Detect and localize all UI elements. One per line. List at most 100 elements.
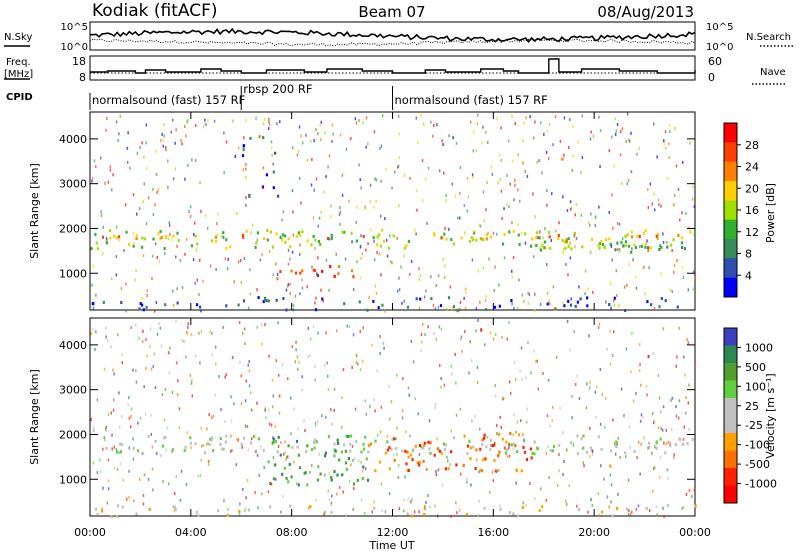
data-cell	[381, 508, 383, 512]
data-cell	[324, 451, 327, 455]
data-cell	[274, 463, 277, 467]
data-cell	[419, 274, 421, 278]
data-cell	[477, 318, 479, 322]
data-cell	[404, 449, 407, 453]
data-cell	[360, 234, 362, 238]
data-cell	[218, 375, 220, 379]
data-cell	[454, 352, 456, 356]
data-cell	[272, 456, 275, 459]
data-cell	[297, 231, 300, 235]
data-cell	[496, 117, 498, 121]
data-cell	[539, 248, 543, 252]
data-cell	[176, 393, 179, 396]
data-cell	[398, 464, 400, 467]
data-cell	[320, 138, 322, 142]
data-cell	[457, 309, 460, 313]
data-cell	[167, 185, 169, 189]
data-cell	[341, 230, 344, 234]
data-cell	[306, 285, 308, 289]
data-cell	[277, 435, 280, 439]
data-cell	[281, 218, 283, 222]
data-cell	[100, 156, 102, 160]
data-cell	[463, 204, 466, 207]
data-cell	[360, 257, 362, 260]
data-cell	[367, 444, 370, 448]
data-cell	[451, 372, 453, 376]
data-cell	[338, 212, 341, 216]
data-cell	[476, 365, 479, 369]
data-cell	[362, 442, 365, 446]
data-cell	[312, 268, 315, 272]
data-cell	[229, 245, 232, 249]
data-cell	[575, 203, 578, 207]
data-cell	[551, 418, 554, 422]
data-cell	[630, 235, 634, 239]
data-cell	[652, 352, 655, 355]
data-cell	[409, 176, 411, 180]
nave-label: Nave	[760, 67, 786, 78]
data-cell	[678, 326, 680, 330]
data-cell	[617, 436, 619, 440]
data-cell	[414, 228, 416, 232]
data-cell	[186, 120, 188, 124]
data-cell	[143, 237, 146, 241]
data-cell	[531, 452, 534, 455]
data-cell	[440, 377, 442, 380]
data-cell	[330, 475, 333, 479]
data-cell	[680, 236, 684, 240]
data-cell	[627, 179, 630, 182]
beam-title: Beam 07	[358, 3, 425, 21]
data-cell	[149, 345, 151, 349]
data-cell	[414, 444, 417, 448]
data-cell	[315, 272, 318, 276]
colorbar-swatch	[724, 277, 737, 298]
data-cell	[675, 164, 678, 168]
data-cell	[580, 213, 583, 217]
data-cell	[263, 466, 265, 469]
data-cell	[483, 506, 486, 510]
data-cell	[111, 188, 113, 192]
data-cell	[110, 515, 112, 519]
data-cell	[186, 431, 189, 435]
data-cell	[565, 499, 567, 503]
data-cell	[479, 447, 482, 451]
data-cell	[638, 235, 641, 238]
data-cell	[90, 418, 92, 421]
data-cell	[189, 373, 192, 377]
data-cell	[586, 382, 588, 386]
data-cell	[105, 426, 107, 429]
data-cell	[205, 214, 207, 218]
data-cell	[477, 113, 479, 117]
data-cell	[384, 510, 387, 514]
data-cell	[324, 473, 326, 477]
data-cell	[443, 276, 446, 279]
data-cell	[373, 398, 376, 402]
data-cell	[373, 258, 376, 262]
data-cell	[572, 443, 575, 447]
data-cell	[685, 212, 687, 215]
data-cell	[471, 359, 473, 363]
data-cell	[292, 146, 294, 150]
data-cell	[594, 215, 597, 219]
data-cell	[521, 293, 524, 297]
data-cell	[497, 453, 500, 457]
data-cell	[629, 445, 632, 449]
data-cell	[658, 305, 661, 309]
data-cell	[694, 276, 697, 280]
data-cell	[562, 301, 564, 305]
data-cell	[269, 230, 273, 234]
data-cell	[645, 507, 648, 510]
data-cell	[296, 482, 298, 486]
data-cell	[585, 450, 588, 454]
data-cell	[540, 121, 542, 125]
data-cell	[384, 217, 386, 221]
data-cell	[374, 469, 377, 473]
data-cell	[319, 472, 322, 476]
data-cell	[663, 139, 665, 143]
velocity-heatmap	[90, 318, 697, 519]
data-cell	[176, 301, 179, 305]
data-cell	[208, 442, 211, 446]
data-cell	[358, 300, 361, 304]
data-cell	[472, 130, 475, 134]
data-cell	[330, 501, 333, 505]
